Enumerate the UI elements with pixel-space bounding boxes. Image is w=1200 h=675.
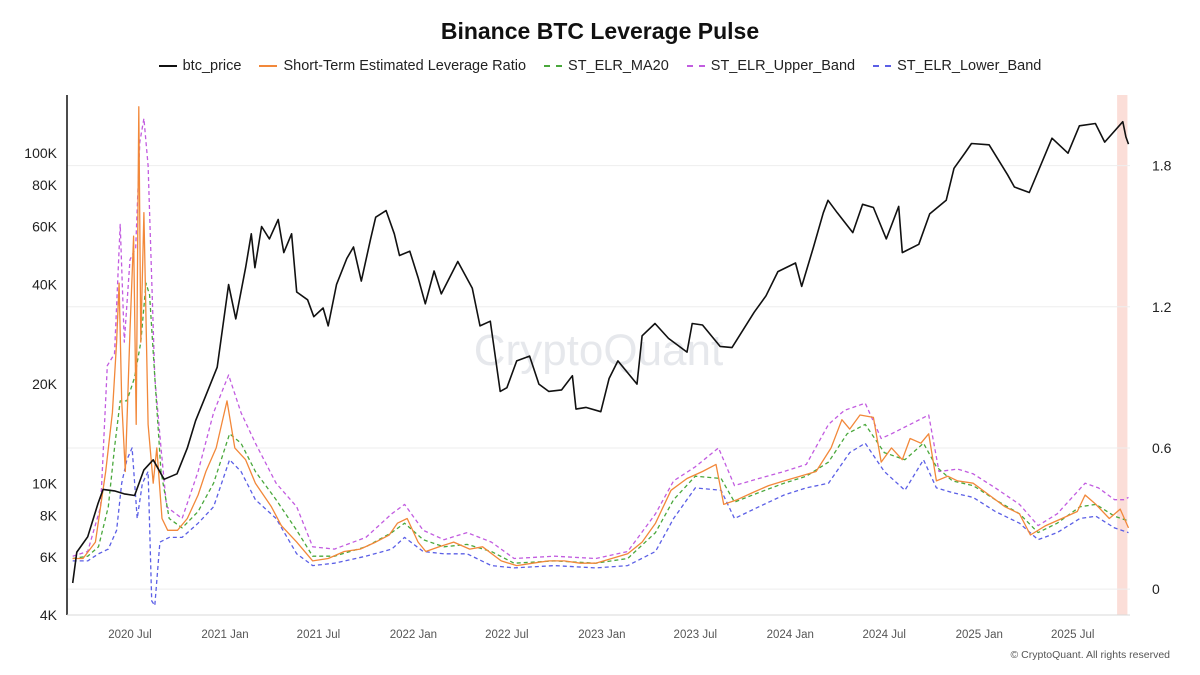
chart-title: Binance BTC Leverage Pulse: [440, 18, 760, 44]
copyright-footer: © CryptoQuant. All rights reserved: [1010, 649, 1170, 661]
legend-label-leverage-ratio: Short-Term Estimated Leverage Ratio: [283, 58, 527, 74]
series-line-upper-band: [72, 117, 1129, 560]
chart-legend: btc_price Short-Term Estimated Leverage …: [0, 58, 1200, 74]
y-right-tick-label: 1.2: [1152, 299, 1172, 315]
y-left-tick-label: 100K: [24, 145, 57, 161]
x-tick-label: 2022 Jul: [485, 629, 528, 641]
legend-item-ma20[interactable]: ST_ELR_MA20: [544, 58, 669, 74]
legend-label-upper-band: ST_ELR_Upper_Band: [710, 58, 856, 74]
legend-label-lower-band: ST_ELR_Lower_Band: [897, 58, 1042, 74]
legend-swatch-ma20: [544, 65, 563, 67]
legend-swatch-lower-band: [873, 65, 892, 67]
y-left-tick-label: 40K: [32, 277, 58, 293]
series-line-leverage-ratio: [72, 106, 1130, 567]
legend-item-upper-band[interactable]: ST_ELR_Upper_Band: [686, 58, 856, 74]
y-right-tick-label: 1.8: [1152, 158, 1172, 174]
highlight-band: [1117, 95, 1128, 615]
legend-swatch-upper-band: [686, 65, 705, 67]
x-tick-label: 2021 Jan: [201, 629, 248, 641]
x-tick-label: 2021 Jul: [297, 629, 340, 641]
y-right-tick-label: 0: [1152, 581, 1160, 597]
legend-label-ma20: ST_ELR_MA20: [568, 58, 669, 74]
x-tick-label: 2020 Jul: [108, 629, 151, 641]
x-tick-label: 2024 Jan: [767, 629, 814, 641]
y-left-tick-label: 80K: [32, 177, 58, 193]
legend-swatch-btc-price: [158, 65, 177, 67]
y-left-tick-label: 20K: [32, 376, 58, 392]
y-left-tick-label: 10K: [32, 476, 58, 492]
y-left-tick-label: 4K: [40, 607, 58, 623]
x-tick-label: 2022 Jan: [390, 629, 437, 641]
x-tick-label: 2025 Jan: [956, 629, 1003, 641]
legend-item-lower-band[interactable]: ST_ELR_Lower_Band: [873, 58, 1041, 74]
series-line-btc-price: [71, 120, 1130, 584]
legend-item-btc-price[interactable]: btc_price: [158, 58, 242, 74]
series-line-lower-band: [72, 442, 1129, 607]
x-tick-label: 2025 Jul: [1051, 629, 1094, 641]
y-right-tick-label: 0.6: [1152, 440, 1172, 456]
legend-item-leverage-ratio[interactable]: Short-Term Estimated Leverage Ratio: [259, 58, 526, 74]
x-tick-label: 2023 Jul: [674, 629, 717, 641]
x-tick-label: 2023 Jan: [578, 629, 625, 641]
y-left-tick-label: 6K: [40, 549, 58, 565]
legend-label-btc-price: btc_price: [182, 58, 242, 74]
x-tick-label: 2024 Jul: [863, 629, 906, 641]
y-left-tick-label: 60K: [32, 218, 58, 234]
y-left-tick-label: 8K: [40, 508, 58, 524]
legend-swatch-leverage-ratio: [259, 65, 278, 67]
